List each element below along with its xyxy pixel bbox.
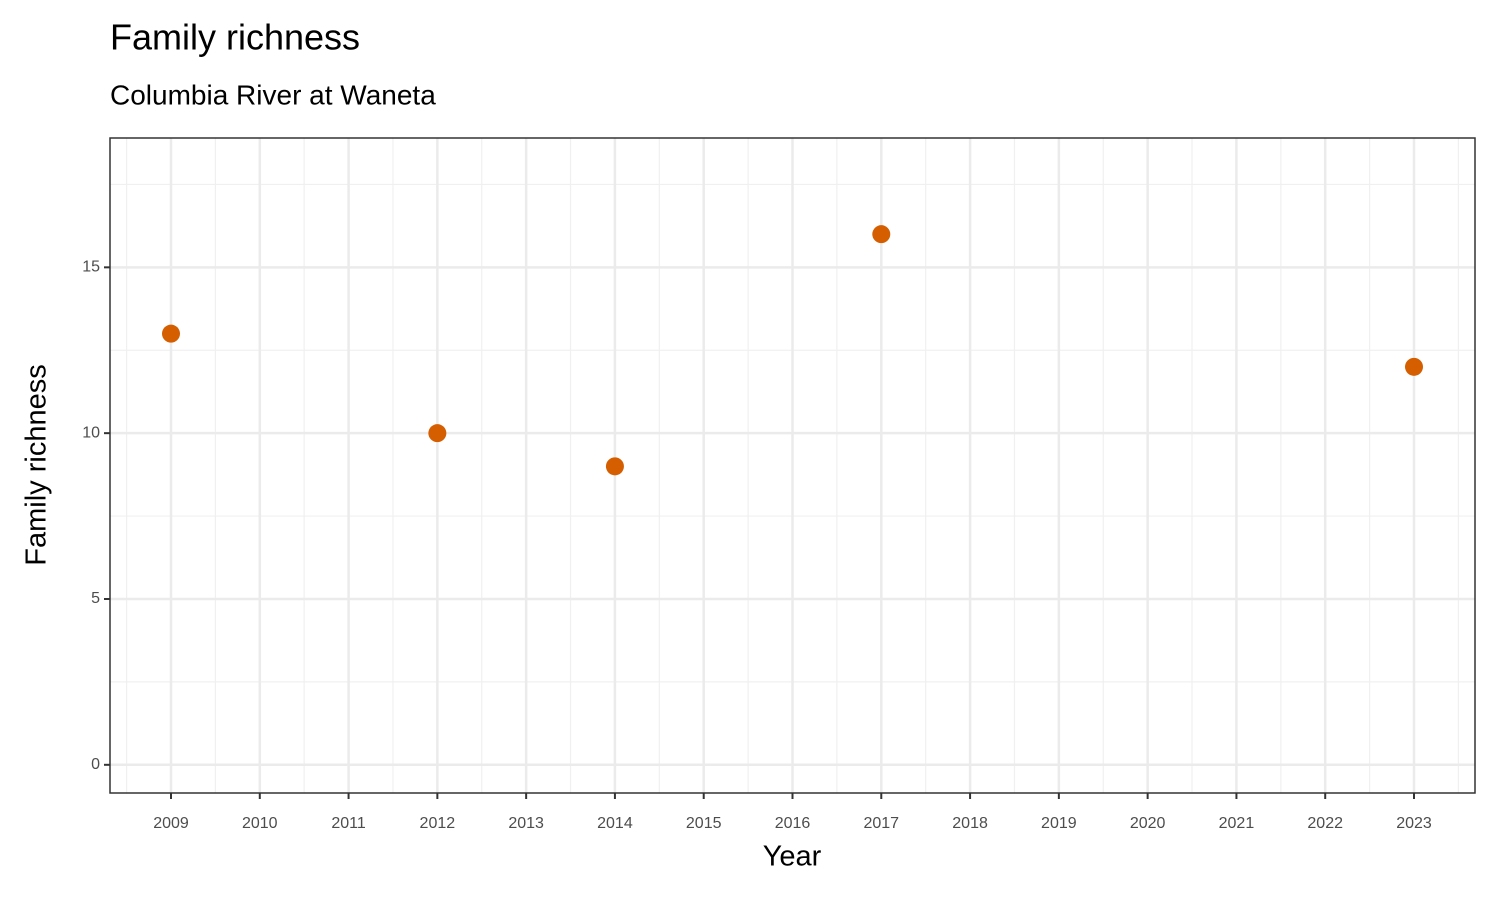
- chart-title: Family richness: [110, 17, 360, 58]
- x-tick-label: 2010: [242, 815, 278, 832]
- point: [428, 424, 447, 443]
- x-tick-label: 2012: [420, 815, 456, 832]
- x-tick-label: 2020: [1130, 815, 1166, 832]
- x-tick-label: 2023: [1396, 815, 1432, 832]
- x-tick-label: 2021: [1219, 815, 1255, 832]
- x-tick-label: 2018: [952, 815, 988, 832]
- x-tick-label: 2009: [153, 815, 189, 832]
- x-axis-label: Year: [763, 841, 822, 873]
- point: [872, 225, 891, 244]
- panel-border: [109, 137, 1476, 794]
- chart-subtitle: Columbia River at Waneta: [110, 79, 436, 110]
- point: [161, 324, 180, 343]
- point: [605, 457, 624, 476]
- x-tick-label: 2019: [1041, 815, 1077, 832]
- y-tick-label: 0: [91, 756, 100, 773]
- x-tick-label: 2014: [597, 815, 633, 832]
- x-tick-label: 2016: [775, 815, 811, 832]
- point: [1405, 357, 1424, 376]
- x-tick-label: 2022: [1307, 815, 1343, 832]
- y-axis-label: Family richness: [21, 364, 53, 565]
- x-tick-label: 2017: [863, 815, 899, 832]
- x-tick-label: 2015: [686, 815, 722, 832]
- y-tick-label: 15: [82, 259, 100, 276]
- y-tick-label: 5: [91, 590, 100, 607]
- x-tick-label: 2013: [508, 815, 544, 832]
- x-tick-label: 2011: [331, 815, 366, 832]
- y-tick-label: 10: [82, 424, 100, 441]
